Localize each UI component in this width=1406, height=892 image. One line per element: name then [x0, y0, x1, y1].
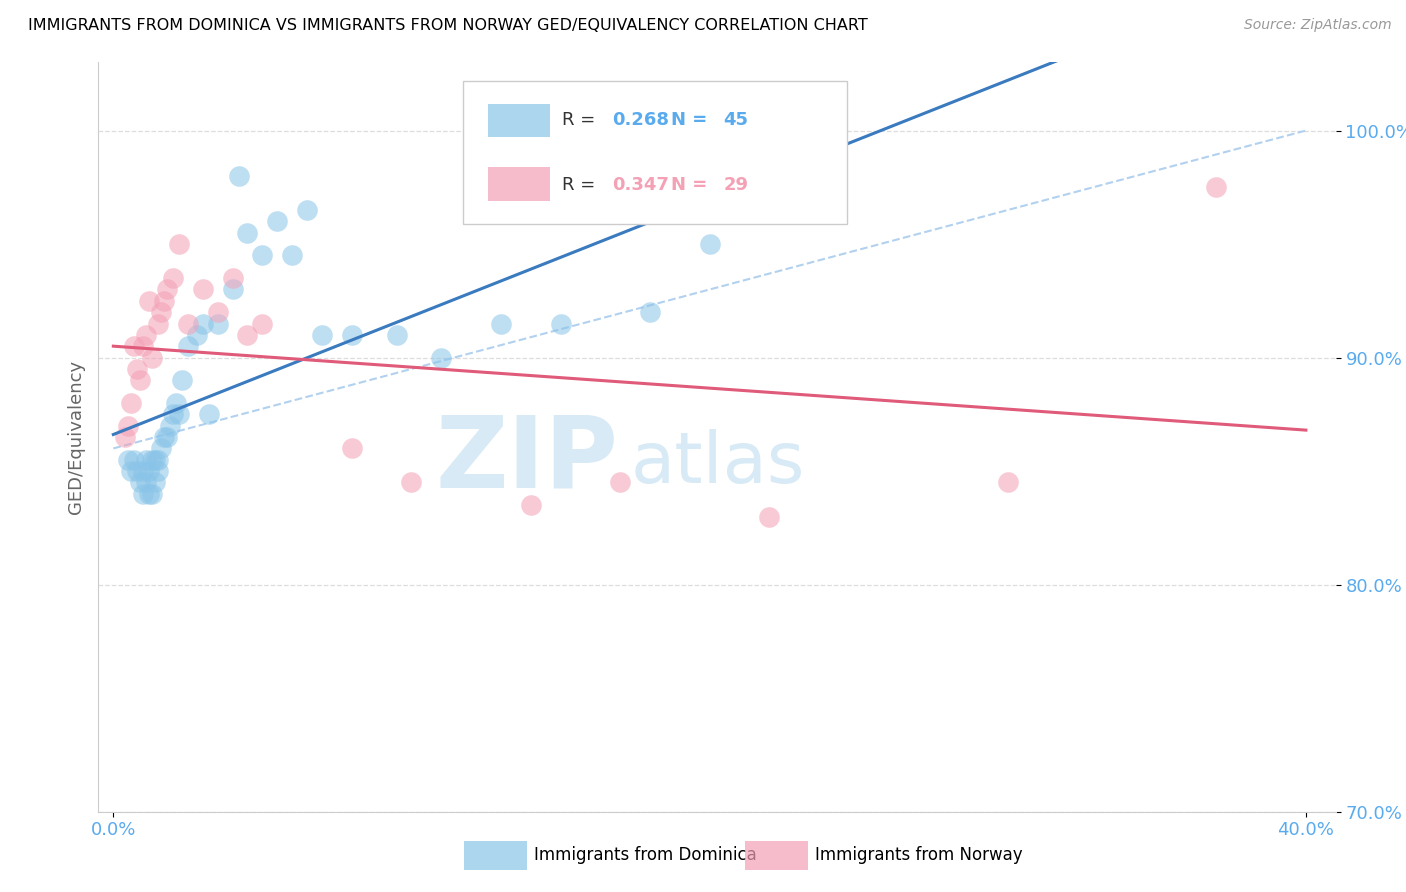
- Text: R =: R =: [562, 112, 602, 129]
- Point: [997, 475, 1019, 490]
- Point: [141, 452, 163, 467]
- Point: [114, 430, 136, 444]
- FancyBboxPatch shape: [488, 168, 550, 201]
- Point: [117, 418, 139, 433]
- Point: [159, 418, 181, 433]
- Point: [153, 293, 176, 308]
- Point: [150, 442, 173, 456]
- Point: [143, 452, 166, 467]
- Point: [132, 339, 155, 353]
- Point: [177, 317, 200, 331]
- Point: [699, 237, 721, 252]
- FancyBboxPatch shape: [488, 103, 550, 137]
- Point: [519, 498, 541, 512]
- Point: [167, 237, 190, 252]
- Point: [170, 373, 193, 387]
- Point: [385, 327, 408, 342]
- FancyBboxPatch shape: [464, 81, 846, 224]
- Text: Immigrants from Norway: Immigrants from Norway: [815, 847, 1024, 864]
- Point: [129, 373, 152, 387]
- Point: [197, 408, 219, 422]
- Point: [146, 317, 169, 331]
- Point: [266, 214, 288, 228]
- Point: [430, 351, 453, 365]
- Point: [236, 226, 259, 240]
- Text: 45: 45: [723, 112, 748, 129]
- Point: [228, 169, 250, 183]
- Point: [165, 396, 187, 410]
- Point: [281, 248, 304, 262]
- Text: Source: ZipAtlas.com: Source: ZipAtlas.com: [1244, 18, 1392, 32]
- Point: [207, 305, 229, 319]
- Point: [120, 396, 142, 410]
- Point: [117, 452, 139, 467]
- Point: [146, 452, 169, 467]
- Point: [135, 452, 157, 467]
- Text: 0.268: 0.268: [612, 112, 669, 129]
- Point: [295, 202, 318, 217]
- Point: [150, 305, 173, 319]
- Point: [127, 362, 149, 376]
- Text: 29: 29: [723, 176, 748, 194]
- Text: N =: N =: [671, 112, 714, 129]
- Text: N =: N =: [671, 176, 714, 194]
- Point: [758, 509, 780, 524]
- Point: [236, 327, 259, 342]
- Point: [177, 339, 200, 353]
- Text: IMMIGRANTS FROM DOMINICA VS IMMIGRANTS FROM NORWAY GED/EQUIVALENCY CORRELATION C: IMMIGRANTS FROM DOMINICA VS IMMIGRANTS F…: [28, 18, 868, 33]
- Point: [401, 475, 423, 490]
- Point: [132, 487, 155, 501]
- Point: [138, 487, 160, 501]
- Point: [609, 475, 631, 490]
- Point: [167, 408, 190, 422]
- Point: [638, 305, 661, 319]
- Point: [340, 442, 363, 456]
- Point: [143, 475, 166, 490]
- Point: [221, 271, 243, 285]
- Point: [252, 317, 274, 331]
- Point: [221, 283, 243, 297]
- Point: [132, 464, 155, 478]
- Point: [550, 317, 572, 331]
- Point: [129, 475, 152, 490]
- Text: R =: R =: [562, 176, 602, 194]
- Point: [146, 464, 169, 478]
- Point: [191, 317, 214, 331]
- Point: [156, 283, 179, 297]
- Point: [141, 487, 163, 501]
- Point: [186, 327, 208, 342]
- Point: [191, 283, 214, 297]
- Text: Immigrants from Dominica: Immigrants from Dominica: [534, 847, 756, 864]
- Y-axis label: GED/Equivalency: GED/Equivalency: [66, 360, 84, 514]
- Point: [311, 327, 333, 342]
- Point: [162, 271, 184, 285]
- Point: [141, 351, 163, 365]
- Point: [135, 475, 157, 490]
- Point: [162, 408, 184, 422]
- Point: [138, 464, 160, 478]
- Point: [1205, 180, 1227, 194]
- Point: [156, 430, 179, 444]
- Point: [153, 430, 176, 444]
- Point: [340, 327, 363, 342]
- Point: [122, 452, 145, 467]
- Point: [120, 464, 142, 478]
- Point: [127, 464, 149, 478]
- Point: [252, 248, 274, 262]
- Point: [135, 327, 157, 342]
- Point: [138, 293, 160, 308]
- Point: [207, 317, 229, 331]
- Text: 0.347: 0.347: [612, 176, 669, 194]
- Text: atlas: atlas: [630, 429, 804, 498]
- Point: [122, 339, 145, 353]
- Point: [489, 317, 512, 331]
- Text: ZIP: ZIP: [436, 411, 619, 508]
